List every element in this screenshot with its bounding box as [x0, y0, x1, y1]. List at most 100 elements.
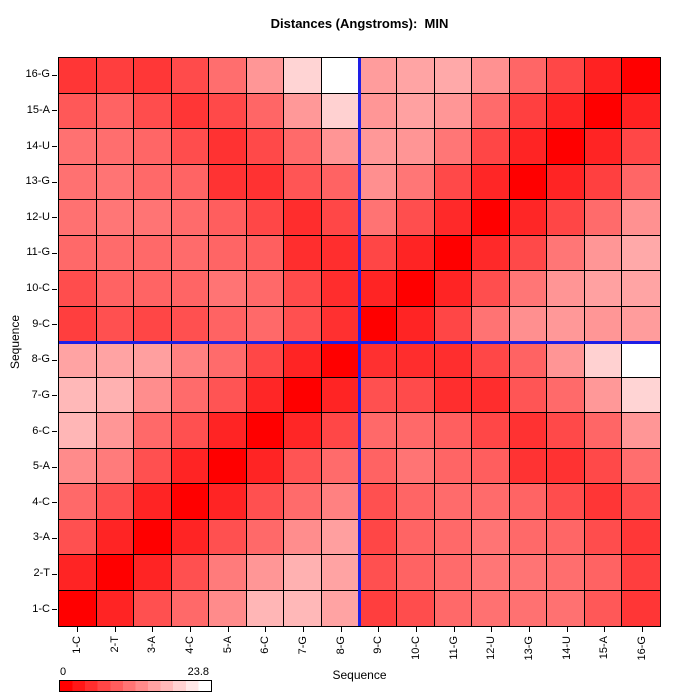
heatmap-cell [59, 58, 97, 94]
y-tick-mark [52, 288, 57, 290]
heatmap-cell [96, 129, 135, 165]
heatmap-cell [59, 200, 97, 236]
heatmap-cell [547, 555, 585, 591]
heatmap-cell [96, 555, 135, 591]
heatmap-cell [359, 200, 398, 236]
heatmap-cell [584, 129, 623, 165]
x-tick-mark [566, 627, 568, 632]
heatmap-cell [472, 271, 510, 307]
heatmap-cell [622, 413, 660, 449]
heatmap-cell [584, 58, 623, 94]
y-tick-label: 14-U [26, 139, 50, 152]
heatmap-cell [547, 271, 585, 307]
heatmap-cell [434, 58, 473, 94]
heatmap-cell [59, 484, 97, 520]
heatmap-cell [397, 58, 435, 94]
heatmap-cell [359, 342, 398, 378]
x-tick-mark [453, 627, 455, 632]
heatmap-cell [622, 448, 660, 484]
heatmap-cell [472, 235, 510, 271]
x-tick-label: 15-A [598, 636, 611, 660]
heatmap-cell [209, 484, 247, 520]
heatmap-cell [472, 519, 510, 555]
heatmap-cell [434, 413, 473, 449]
heatmap-cell [434, 164, 473, 200]
heatmap-cell [96, 93, 135, 129]
y-tick-label: 10-C [26, 282, 50, 295]
color-scale-legend: 0 23.8 [59, 666, 212, 692]
x-tick-label: 6-C [259, 636, 272, 654]
y-tick-label: 12-U [26, 210, 50, 223]
heatmap-cell [96, 342, 135, 378]
y-tick-label: 15-A [26, 103, 50, 116]
heatmap-cell [622, 555, 660, 591]
heatmap-plot [58, 57, 661, 627]
heatmap-cell [584, 448, 623, 484]
heatmap-cell [284, 484, 322, 520]
heatmap-cell [59, 342, 97, 378]
heatmap-cell [246, 590, 285, 626]
y-tick-mark [52, 466, 57, 468]
heatmap-cell [209, 342, 247, 378]
heatmap-cell [284, 377, 322, 413]
heatmap-cell [472, 448, 510, 484]
heatmap-cell [622, 519, 660, 555]
heatmap-cell [284, 555, 322, 591]
heatmap-cell [509, 590, 548, 626]
chart-title: Distances (Angstroms): MIN [270, 16, 449, 31]
heatmap-cell [622, 377, 660, 413]
legend-color-bar [59, 680, 212, 692]
heatmap-cell [359, 377, 398, 413]
heatmap-cell [547, 129, 585, 165]
heatmap-cell [547, 306, 585, 342]
heatmap-cell [246, 484, 285, 520]
heatmap-cell [134, 129, 172, 165]
heatmap-cell [397, 93, 435, 129]
heatmap-cell [622, 342, 660, 378]
x-tick-mark [378, 627, 380, 632]
heatmap-cell [547, 448, 585, 484]
heatmap-cell [209, 93, 247, 129]
heatmap-cell [171, 129, 210, 165]
heatmap-cell [284, 235, 322, 271]
heatmap-cell [171, 306, 210, 342]
y-tick-label: 8-G [31, 353, 50, 366]
heatmap-cell [509, 200, 548, 236]
y-tick-label: 3-A [32, 531, 50, 544]
heatmap-cell [359, 484, 398, 520]
heatmap-cell [59, 306, 97, 342]
heatmap-cell [321, 413, 360, 449]
heatmap-cell [509, 342, 548, 378]
x-tick-label: 4-C [183, 636, 196, 654]
heatmap-cell [359, 235, 398, 271]
heatmap-cell [321, 555, 360, 591]
heatmap-cell [59, 93, 97, 129]
x-tick-label: 16-G [636, 636, 649, 661]
heatmap-cell [171, 377, 210, 413]
heatmap-cell [472, 306, 510, 342]
heatmap-cell [134, 58, 172, 94]
heatmap-cell [584, 413, 623, 449]
y-tick-mark [52, 217, 57, 219]
heatmap-cell [472, 200, 510, 236]
y-tick-label: 7-G [31, 388, 50, 401]
heatmap-cell [209, 200, 247, 236]
heatmap-cell [171, 519, 210, 555]
heatmap-cell [59, 590, 97, 626]
heatmap-cell [434, 129, 473, 165]
heatmap-cell [284, 58, 322, 94]
heatmap-cell [209, 235, 247, 271]
heatmap-cell [59, 555, 97, 591]
heatmap-cell [284, 271, 322, 307]
heatmap-cell [96, 377, 135, 413]
heatmap-cell [321, 306, 360, 342]
heatmap-cell [434, 235, 473, 271]
heatmap-cell [209, 164, 247, 200]
heatmap-cell [246, 413, 285, 449]
heatmap-cell [397, 164, 435, 200]
heatmap-cell [284, 590, 322, 626]
heatmap-cell [622, 271, 660, 307]
heatmap-cell [246, 342, 285, 378]
y-tick-label: 6-C [32, 424, 50, 437]
y-tick-mark [52, 252, 57, 254]
